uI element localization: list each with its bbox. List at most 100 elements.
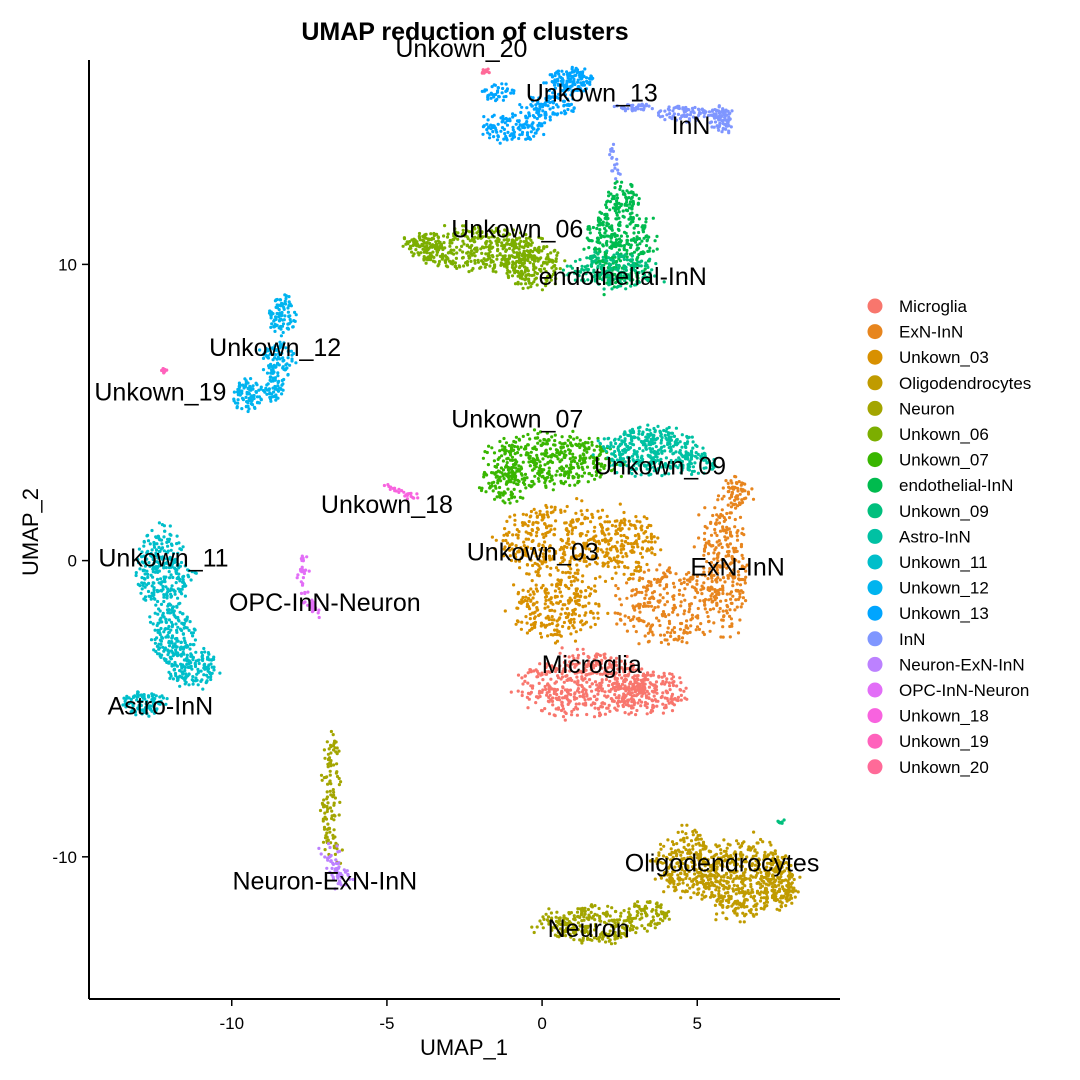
data-point	[499, 491, 503, 495]
data-point	[508, 515, 512, 519]
data-point	[498, 253, 502, 257]
data-point	[332, 763, 336, 767]
data-point	[719, 635, 723, 639]
data-point	[529, 558, 533, 562]
data-point	[725, 566, 729, 570]
data-point	[594, 560, 598, 564]
data-point	[547, 466, 551, 470]
data-point	[726, 481, 730, 485]
data-point	[326, 822, 330, 826]
data-point	[773, 880, 777, 884]
data-point	[636, 201, 641, 205]
data-point	[568, 441, 573, 445]
data-point	[720, 508, 724, 512]
data-point	[584, 559, 588, 564]
data-point	[616, 561, 620, 565]
data-point	[402, 237, 407, 241]
data-point	[548, 447, 553, 451]
data-point	[589, 668, 593, 672]
data-point	[582, 553, 586, 557]
data-point	[615, 680, 619, 684]
data-point	[553, 439, 557, 443]
data-point	[743, 578, 747, 582]
data-point	[740, 566, 744, 570]
data-point	[682, 580, 686, 585]
data-point	[765, 895, 769, 899]
data-point	[708, 629, 712, 633]
data-point	[704, 541, 708, 545]
data-point	[654, 680, 659, 684]
data-point	[598, 210, 602, 214]
data-point	[577, 690, 581, 694]
data-point	[526, 681, 530, 685]
data-point	[625, 248, 629, 253]
data-point	[631, 604, 635, 608]
data-point	[719, 900, 723, 904]
data-point	[751, 497, 756, 501]
data-point	[531, 563, 535, 568]
data-point	[565, 541, 569, 545]
data-point	[712, 551, 716, 555]
data-point	[684, 832, 688, 836]
data-point	[544, 687, 548, 692]
data-point	[736, 631, 741, 635]
data-point	[640, 225, 644, 229]
data-point	[645, 239, 649, 243]
data-point	[513, 518, 517, 522]
data-point	[678, 627, 683, 631]
data-point	[729, 590, 734, 594]
data-point	[417, 234, 421, 238]
data-point	[595, 697, 599, 701]
data-point	[668, 570, 672, 574]
data-point	[401, 244, 405, 248]
data-point	[574, 587, 578, 591]
data-point	[533, 474, 537, 478]
data-point	[768, 840, 772, 844]
data-point	[325, 790, 329, 794]
data-point	[658, 623, 662, 628]
data-point	[526, 706, 530, 710]
data-point	[618, 259, 623, 263]
data-point	[524, 486, 528, 490]
data-point	[634, 630, 638, 634]
data-point	[508, 548, 512, 552]
data-point	[612, 699, 616, 704]
data-point	[671, 683, 676, 688]
data-point	[582, 471, 587, 475]
data-point	[539, 621, 544, 625]
data-point	[525, 572, 529, 576]
data-point	[611, 685, 616, 689]
data-point	[653, 606, 657, 610]
data-point	[634, 515, 638, 519]
data-point	[702, 890, 706, 894]
data-point	[694, 628, 698, 632]
data-point	[319, 773, 324, 777]
data-point	[553, 505, 557, 509]
data-point	[553, 589, 558, 593]
data-point	[548, 479, 552, 483]
data-point	[717, 844, 721, 848]
data-point	[516, 536, 520, 540]
data-point	[600, 678, 604, 682]
data-point	[549, 677, 553, 681]
data-point	[465, 251, 469, 255]
data-point	[762, 881, 766, 885]
data-point	[516, 533, 520, 537]
data-point	[574, 601, 578, 606]
data-point	[717, 892, 721, 896]
data-point	[543, 684, 547, 689]
data-point	[563, 449, 567, 453]
data-point	[553, 628, 557, 632]
data-point	[555, 253, 559, 257]
data-point	[725, 592, 729, 596]
data-point	[538, 509, 542, 513]
data-point	[729, 479, 733, 483]
data-point	[645, 234, 649, 238]
data-point	[528, 255, 532, 259]
data-point	[645, 712, 649, 716]
data-point	[605, 547, 609, 551]
data-point	[546, 461, 550, 465]
data-point	[581, 574, 585, 578]
data-point	[574, 630, 578, 634]
data-point	[717, 515, 721, 519]
